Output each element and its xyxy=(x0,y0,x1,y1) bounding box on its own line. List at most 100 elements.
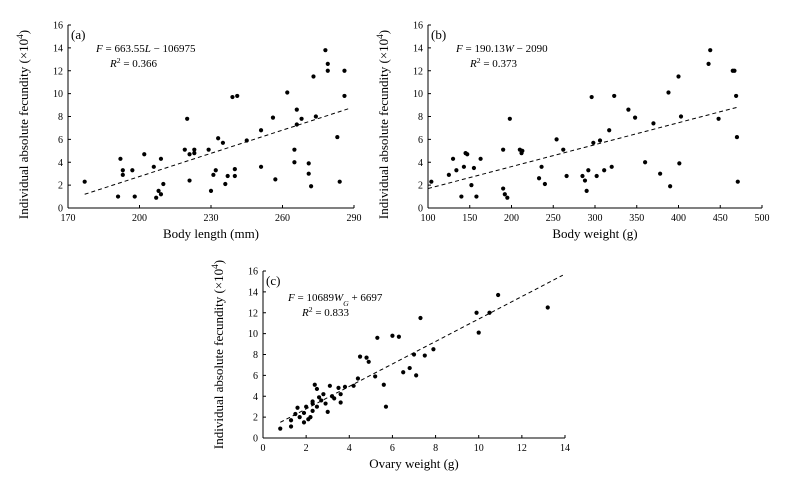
y-tick-label: 14 xyxy=(248,287,258,298)
y-tick-label: 6 xyxy=(418,135,423,146)
data-point xyxy=(502,192,507,197)
data-point xyxy=(310,399,315,404)
y-tick-label: 2 xyxy=(253,413,258,424)
data-point xyxy=(310,408,315,413)
data-point xyxy=(270,115,276,120)
data-point xyxy=(292,160,297,165)
data-point xyxy=(288,424,294,429)
y-tick-label: 6 xyxy=(58,135,63,146)
data-point xyxy=(142,152,147,157)
x-tick-label: 6 xyxy=(390,443,395,454)
data-point xyxy=(293,411,298,417)
panel-label: (b) xyxy=(431,27,446,42)
x-tick-label: 10 xyxy=(474,443,484,454)
data-point xyxy=(304,404,309,409)
data-point xyxy=(273,177,278,182)
data-point xyxy=(594,173,599,179)
data-point xyxy=(82,179,87,184)
data-point xyxy=(407,365,412,371)
data-point xyxy=(677,161,682,166)
data-point xyxy=(732,68,737,73)
data-point xyxy=(211,172,216,177)
r-squared-label: R2 = 0.366 xyxy=(109,56,158,71)
data-point xyxy=(132,194,137,199)
data-point xyxy=(182,147,187,152)
data-point xyxy=(580,173,585,179)
data-point xyxy=(223,181,228,187)
data-point xyxy=(220,140,226,145)
x-tick-label: 400 xyxy=(671,213,686,224)
data-point xyxy=(542,181,548,187)
data-point xyxy=(536,176,542,181)
y-tick-label: 0 xyxy=(58,204,63,215)
data-point xyxy=(355,376,361,381)
data-point xyxy=(706,61,711,66)
data-point xyxy=(297,415,302,420)
y-tick-label: 10 xyxy=(53,89,63,100)
data-point xyxy=(390,333,395,338)
data-point xyxy=(206,147,211,152)
data-point xyxy=(431,347,436,352)
data-point xyxy=(230,94,235,100)
data-point xyxy=(643,160,648,165)
data-point xyxy=(258,164,264,169)
data-point xyxy=(115,194,121,199)
data-point xyxy=(373,374,378,379)
data-point xyxy=(312,382,317,387)
y-tick-label: 6 xyxy=(253,371,258,382)
data-point xyxy=(607,128,612,133)
data-point xyxy=(582,178,588,183)
data-point xyxy=(158,192,164,197)
fit-line xyxy=(427,106,738,190)
data-point xyxy=(465,152,470,157)
data-point xyxy=(154,195,159,200)
data-point xyxy=(258,128,264,133)
data-point xyxy=(476,330,481,335)
data-point xyxy=(396,334,401,339)
data-point xyxy=(414,373,419,378)
data-point xyxy=(357,354,363,359)
data-point xyxy=(294,122,299,127)
y-tick-label: 2 xyxy=(418,181,423,192)
data-point xyxy=(666,90,671,95)
data-point xyxy=(471,165,477,171)
x-tick-label: 200 xyxy=(504,213,519,224)
data-point xyxy=(323,48,328,53)
data-point xyxy=(734,134,740,140)
data-point xyxy=(325,61,330,66)
data-point xyxy=(422,353,427,358)
data-point xyxy=(561,147,566,152)
y-tick-label: 12 xyxy=(248,308,258,319)
x-tick-label: 450 xyxy=(713,213,728,224)
data-point xyxy=(323,401,328,406)
data-point xyxy=(375,335,380,340)
y-tick-label: 12 xyxy=(53,66,63,77)
data-point xyxy=(632,115,638,120)
data-point xyxy=(311,74,316,79)
data-point xyxy=(597,138,603,143)
data-point xyxy=(678,114,684,119)
data-point xyxy=(342,93,347,99)
x-tick-label: 100 xyxy=(421,213,436,224)
panel-label: (a) xyxy=(71,27,85,42)
data-point xyxy=(332,396,337,401)
x-tick-label: 300 xyxy=(588,213,603,224)
data-point xyxy=(487,310,492,315)
data-point xyxy=(429,179,434,184)
data-point xyxy=(321,392,326,397)
data-point xyxy=(187,152,192,157)
y-axis-label: Individual absolute fecundity (×104) xyxy=(375,30,391,219)
y-tick-label: 14 xyxy=(53,43,63,54)
data-point xyxy=(337,179,342,184)
data-point xyxy=(216,136,221,141)
data-point xyxy=(658,171,663,176)
y-tick-label: 16 xyxy=(53,21,63,32)
data-point xyxy=(716,116,721,121)
data-point xyxy=(469,183,474,188)
y-axis-label: Individual absolute fecundity (×104) xyxy=(15,30,31,219)
data-point xyxy=(461,164,467,169)
data-point xyxy=(313,114,318,119)
y-tick-label: 0 xyxy=(253,434,258,445)
data-point xyxy=(308,415,313,420)
data-point xyxy=(235,93,240,99)
